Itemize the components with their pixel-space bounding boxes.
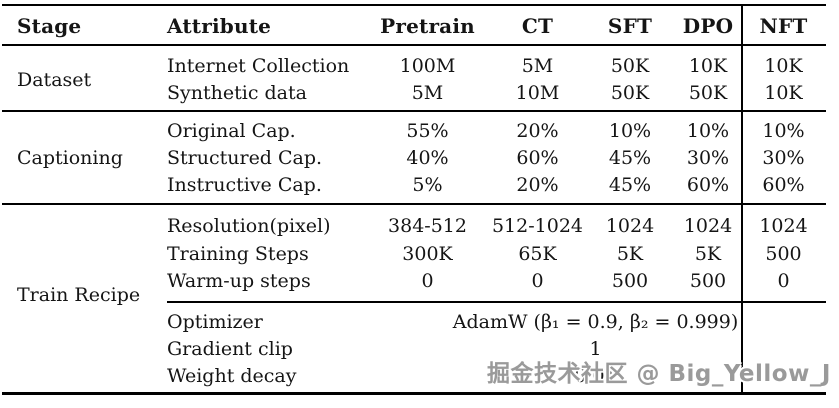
value-cell: 100M	[399, 54, 456, 77]
value-cell: 10%	[686, 119, 730, 142]
value-cell: 5K	[616, 242, 644, 265]
attribute-cell: Resolution(pixel)	[167, 214, 331, 237]
table-row: Internet Collection 100M 5M 50K 10K 10K	[2, 53, 826, 80]
value-cell: 1024	[759, 214, 808, 237]
value-cell: 500	[611, 269, 649, 292]
value-cell: 1024	[605, 214, 655, 237]
value-cell: 10%	[608, 119, 652, 142]
value-cell: 0	[421, 269, 434, 292]
value-cell: 60%	[686, 173, 730, 196]
value-cell: 5%	[412, 173, 443, 196]
attribute-cell: Synthetic data	[167, 81, 307, 104]
merged-value-cell: 0.01	[574, 364, 617, 387]
value-cell: 60%	[762, 173, 805, 196]
value-cell: 65K	[518, 242, 557, 265]
value-cell: 0	[531, 269, 544, 292]
column-header-sft: SFT	[607, 14, 653, 38]
column-header-attribute: Attribute	[167, 14, 272, 38]
stage-label-dataset: Dataset	[17, 68, 92, 91]
attribute-cell: Instructive Cap.	[167, 173, 322, 196]
value-cell: 10K	[688, 54, 728, 77]
attribute-cell: Weight decay	[167, 364, 297, 387]
table-bottom-rule	[2, 392, 826, 395]
table-row: Training Steps 300K 65K 5K 5K 500	[2, 241, 826, 268]
column-header-dpo: DPO	[682, 14, 734, 38]
column-header-nft: NFT	[759, 14, 808, 38]
value-cell: 55%	[406, 119, 449, 142]
column-header-ct: CT	[521, 14, 554, 38]
attribute-cell: Training Steps	[167, 242, 309, 265]
attribute-cell: Original Cap.	[167, 119, 296, 142]
value-cell: 384-512	[388, 214, 467, 237]
table-row: Resolution(pixel) 384-512 512-1024 1024 …	[2, 213, 826, 240]
value-cell: 20%	[516, 119, 559, 142]
value-cell: 30%	[762, 146, 805, 169]
value-cell: 5M	[411, 81, 444, 104]
value-cell: 40%	[406, 146, 449, 169]
value-cell: 50K	[688, 81, 728, 104]
table-row: Synthetic data 5M 10M 50K 50K 10K	[2, 80, 826, 107]
value-cell: 50K	[610, 81, 650, 104]
value-cell: 0	[777, 269, 790, 292]
value-cell: 50K	[610, 54, 650, 77]
value-cell: 5M	[521, 54, 554, 77]
captioning-section-rule	[2, 203, 826, 205]
nft-column-separator-rule	[741, 3, 743, 395]
header-rule	[2, 44, 826, 46]
column-header-stage: Stage	[17, 14, 82, 38]
value-cell: 300K	[402, 242, 453, 265]
attribute-cell: Optimizer	[167, 310, 263, 333]
table-top-rule	[2, 3, 826, 7]
merged-value-cell: AdamW (β₁ = 0.9, β₂ = 0.999)	[452, 310, 739, 333]
stage-label-captioning: Captioning	[17, 146, 123, 169]
value-cell: 20%	[516, 173, 559, 196]
value-cell: 5K	[694, 242, 722, 265]
dataset-section-rule	[2, 110, 826, 112]
table-row: Weight decay 0.01	[2, 363, 826, 390]
value-cell: 45%	[608, 146, 652, 169]
stage-label-train-recipe: Train Recipe	[17, 283, 141, 306]
table-row: Optimizer AdamW (β₁ = 0.9, β₂ = 0.999)	[2, 309, 826, 336]
value-cell: 10K	[764, 54, 803, 77]
value-cell: 45%	[608, 173, 652, 196]
table-row: Warm-up steps 0 0 500 500 0	[2, 268, 826, 295]
table-row: Gradient clip 1	[2, 336, 826, 363]
value-cell: 60%	[516, 146, 559, 169]
attribute-cell: Structured Cap.	[167, 146, 323, 169]
table-row: Instructive Cap. 5% 20% 45% 60% 60%	[2, 172, 826, 199]
attribute-cell: Warm-up steps	[167, 269, 311, 292]
site-watermark: 掘金技术社区 @ Big_Yellow_J	[487, 361, 831, 387]
value-cell: 500	[765, 242, 802, 265]
merged-value-cell: 1	[589, 337, 602, 360]
table-header-row: Stage Attribute Pretrain CT SFT DPO NFT	[2, 9, 826, 44]
value-cell: 512-1024	[491, 214, 584, 237]
table-row: Original Cap. 55% 20% 10% 10% 10%	[2, 118, 826, 145]
value-cell: 500	[689, 269, 727, 292]
attribute-cell: Gradient clip	[167, 337, 293, 360]
value-cell: 10K	[764, 81, 803, 104]
train-recipe-mid-rule	[167, 301, 826, 303]
value-cell: 30%	[686, 146, 730, 169]
value-cell: 10M	[515, 81, 560, 104]
column-header-pretrain: Pretrain	[380, 14, 475, 38]
value-cell: 1024	[683, 214, 733, 237]
table-row: Structured Cap. 40% 60% 45% 30% 30%	[2, 145, 826, 172]
value-cell: 10%	[762, 119, 805, 142]
attribute-cell: Internet Collection	[167, 54, 350, 77]
